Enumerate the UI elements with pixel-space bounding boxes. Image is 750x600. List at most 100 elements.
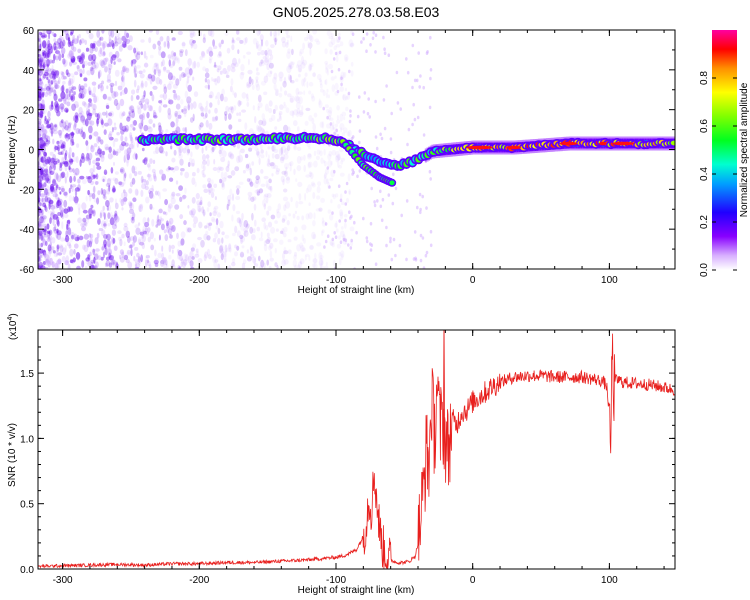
scatter-mark — [343, 116, 346, 121]
scatter-mark — [308, 42, 313, 49]
scatter-mark — [274, 126, 278, 130]
scatter-mark — [131, 59, 137, 64]
scatter-mark — [123, 199, 126, 205]
scatter-mark — [108, 67, 112, 75]
scatter-mark — [120, 198, 125, 207]
scatter-mark — [179, 255, 183, 262]
scatter-mark — [262, 56, 267, 60]
scatter-mark — [38, 230, 41, 239]
scatter-mark — [213, 158, 216, 165]
scatter-mark — [47, 39, 51, 48]
scatter-mark — [258, 188, 264, 194]
scatter-mark — [338, 219, 342, 223]
scatter-mark — [334, 51, 338, 56]
track-point — [670, 140, 675, 146]
scatter-mark — [118, 181, 123, 186]
colorbar: 0.00.20.40.60.8 Normalized spectral ampl… — [699, 30, 750, 277]
scatter-mark — [44, 225, 47, 233]
scatter-mark — [167, 54, 172, 59]
scatter-mark — [232, 90, 235, 96]
scatter-mark — [141, 229, 145, 237]
scatter-mark — [135, 153, 138, 160]
scatter-mark — [111, 189, 116, 194]
scatter-mark — [260, 183, 266, 187]
scatter-mark — [126, 153, 130, 161]
scatter-mark — [103, 195, 107, 200]
scatter-mark — [121, 251, 125, 258]
scatter-mark — [39, 248, 44, 254]
scatter-mark — [287, 93, 292, 98]
scatter-mark — [168, 228, 172, 236]
scatter-mark — [243, 259, 247, 265]
scatter-mark — [101, 150, 105, 156]
scatter-mark — [295, 200, 299, 209]
scatter-mark — [53, 41, 59, 46]
scatter-mark — [207, 84, 210, 90]
scatter-mark — [340, 201, 345, 205]
scatter-mark — [373, 200, 376, 204]
scatter-mark — [119, 91, 123, 97]
scatter-mark — [84, 221, 88, 227]
scatter-mark — [98, 227, 104, 232]
scatter-mark — [184, 187, 187, 194]
scatter-mark — [399, 107, 403, 111]
scatter-mark — [160, 218, 164, 222]
scatter-mark — [269, 185, 273, 193]
scatter-mark — [60, 187, 66, 193]
scatter-mark — [60, 209, 65, 214]
scatter-mark — [63, 59, 68, 67]
scatter-mark — [44, 168, 48, 173]
scatter-mark — [106, 178, 112, 186]
scatter-mark — [147, 172, 150, 181]
scatter-mark — [322, 106, 326, 111]
scatter-mark — [337, 160, 340, 168]
scatter-mark — [66, 223, 69, 231]
scatter-mark — [221, 231, 225, 236]
scatter-mark — [55, 248, 59, 257]
scatter-mark — [127, 235, 131, 244]
scatter-mark — [46, 89, 51, 95]
scatter-mark — [301, 234, 305, 242]
scatter-mark — [143, 157, 148, 165]
scatter-mark — [243, 220, 249, 228]
scatter-mark — [159, 150, 165, 155]
scatter-mark — [324, 222, 328, 226]
scatter-mark — [268, 186, 271, 191]
scatter-mark — [224, 250, 228, 257]
scatter-mark — [167, 72, 173, 81]
scatter-mark — [137, 107, 142, 115]
scatter-mark — [40, 85, 43, 93]
scatter-mark — [78, 112, 83, 118]
scatter-mark — [49, 151, 54, 156]
scatter-mark — [44, 66, 49, 73]
scatter-mark — [414, 257, 418, 262]
scatter-mark — [191, 256, 195, 260]
scatter-mark — [199, 31, 202, 36]
scatter-mark — [411, 122, 414, 127]
scatter-mark — [293, 120, 298, 127]
scatter-mark — [210, 179, 214, 185]
scatter-mark — [279, 104, 284, 110]
scatter-mark — [285, 41, 289, 48]
scatter-mark — [288, 64, 293, 70]
scatter-mark — [103, 223, 107, 227]
scatter-mark — [254, 189, 260, 194]
scatter-mark — [142, 95, 146, 99]
scatter-mark — [128, 114, 134, 120]
scatter-mark — [124, 149, 129, 157]
scatter-mark — [367, 97, 371, 101]
scatter-mark — [146, 125, 152, 130]
scatter-mark — [269, 250, 273, 258]
scatter-mark — [88, 134, 92, 140]
scatter-mark — [180, 261, 183, 267]
scatter-mark — [307, 41, 310, 49]
scatter-mark — [273, 31, 277, 37]
scatter-mark — [175, 78, 180, 86]
scatter-mark — [66, 101, 71, 107]
y-tick-label: -40 — [20, 225, 35, 236]
scatter-mark — [308, 90, 312, 95]
scatter-mark — [190, 41, 195, 47]
scatter-mark — [308, 255, 311, 262]
scatter-mark — [208, 185, 213, 194]
scatter-mark — [111, 259, 116, 265]
